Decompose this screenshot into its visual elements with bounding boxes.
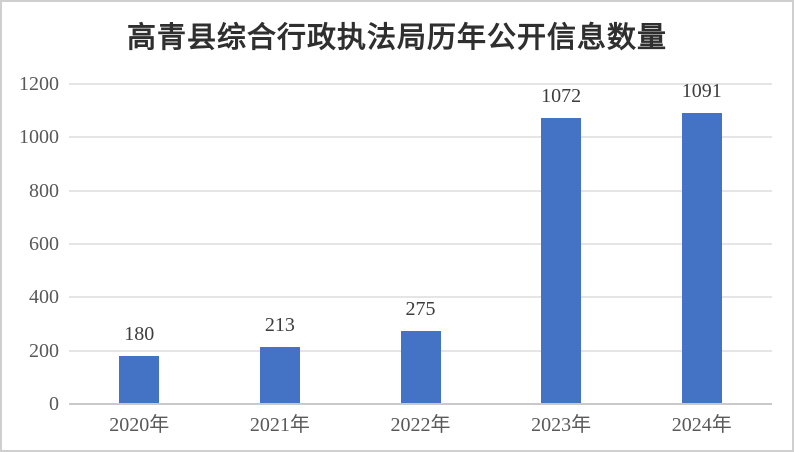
x-tick-label: 2020年 (109, 414, 170, 436)
gridline (69, 189, 772, 192)
gridline (69, 136, 772, 139)
gridline (69, 243, 772, 245)
x-tick-label: 2022年 (390, 414, 451, 436)
bar-value-label: 180 (124, 323, 155, 345)
x-tick-label: 2024年 (671, 414, 732, 436)
bar (400, 330, 441, 404)
gridline (69, 296, 772, 299)
bar-value-label: 213 (264, 314, 295, 337)
y-tick-label: 800 (29, 179, 59, 202)
chart-title: 高青县综合行政执法局历年公开信息数量 (126, 22, 667, 54)
x-tick-label: 2021年 (249, 414, 310, 436)
bar (119, 356, 160, 404)
y-tick-label: 200 (29, 339, 59, 362)
y-tick-label: 1000 (19, 126, 59, 149)
y-tick-label: 400 (29, 286, 59, 309)
bar (681, 113, 722, 404)
y-tick-label: 600 (29, 233, 59, 255)
bar (259, 347, 300, 404)
x-tick-label: 2023年 (531, 414, 592, 436)
plot-area: 180 213 275 1072 1091 (69, 80, 772, 405)
gridline (69, 83, 772, 85)
bar-value-label: 1091 (681, 80, 722, 103)
bar-value-label: 1072 (541, 85, 582, 108)
y-tick-label: 0 (49, 393, 59, 415)
bar-value-label: 275 (405, 297, 436, 320)
x-axis-line (69, 403, 772, 405)
bar (541, 118, 582, 404)
y-tick-label: 1200 (19, 73, 59, 95)
